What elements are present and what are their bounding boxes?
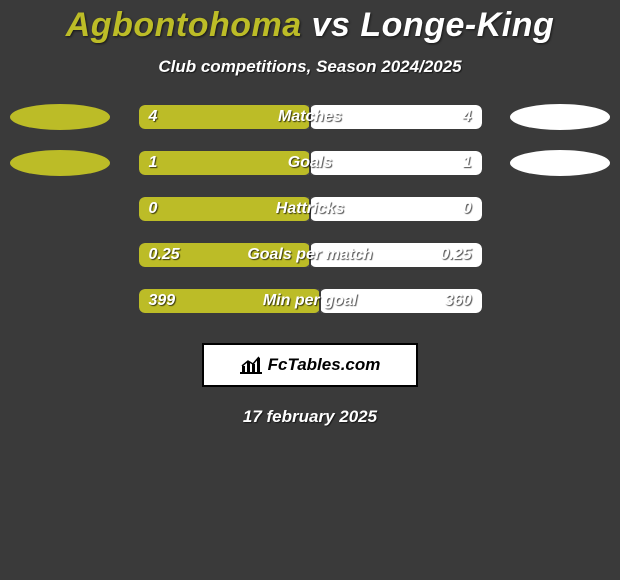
stat-bar: 399 360 Min per goal <box>139 289 482 313</box>
footer-brand-text: FcTables.com <box>268 355 381 375</box>
bar-right-fill <box>310 151 482 175</box>
stat-row: 0 0 Hattricks <box>0 197 620 221</box>
stat-left-value: 399 <box>149 292 176 310</box>
stat-row: 399 360 Min per goal <box>0 289 620 313</box>
stat-label: Goals <box>288 154 332 172</box>
stat-right-value: 1 <box>463 154 472 172</box>
title-player2: Longe-King <box>360 6 554 44</box>
left-marker <box>10 150 110 176</box>
stat-bar: 0 0 Hattricks <box>139 197 482 221</box>
stat-label: Goals per match <box>247 246 372 264</box>
stat-label: Matches <box>278 108 342 126</box>
stat-row: 1 1 Goals <box>0 151 620 175</box>
stat-right-value: 360 <box>445 292 472 310</box>
right-marker <box>510 150 610 176</box>
stat-left-value: 4 <box>149 108 158 126</box>
left-marker <box>10 104 110 130</box>
stat-row: 0.25 0.25 Goals per match <box>0 243 620 267</box>
title: Agbontohoma vs Longe-King <box>66 6 554 45</box>
stat-right-value: 0 <box>463 200 472 218</box>
stat-left-value: 0 <box>149 200 158 218</box>
stat-row: 4 4 Matches <box>0 105 620 129</box>
stat-left-value: 0.25 <box>149 246 180 264</box>
subtitle: Club competitions, Season 2024/2025 <box>158 57 461 77</box>
bar-left-fill <box>139 151 311 175</box>
stat-bar: 0.25 0.25 Goals per match <box>139 243 482 267</box>
title-player1: Agbontohoma <box>66 6 302 44</box>
stats-rows: 4 4 Matches 1 1 Goals 0 0 Hattricks 0.25 0.25 Goals… <box>0 105 620 313</box>
right-marker <box>510 104 610 130</box>
stat-label: Min per goal <box>263 292 357 310</box>
title-vs: vs <box>312 6 351 44</box>
stat-left-value: 1 <box>149 154 158 172</box>
stat-bar: 1 1 Goals <box>139 151 482 175</box>
stat-right-value: 4 <box>463 108 472 126</box>
comparison-card: Agbontohoma vs Longe-King Club competiti… <box>0 0 620 580</box>
chart-icon <box>240 356 262 374</box>
stat-label: Hattricks <box>276 200 344 218</box>
stat-right-value: 0.25 <box>440 246 471 264</box>
footer-brand-box: FcTables.com <box>202 343 418 387</box>
stat-bar: 4 4 Matches <box>139 105 482 129</box>
date-label: 17 february 2025 <box>243 407 377 427</box>
